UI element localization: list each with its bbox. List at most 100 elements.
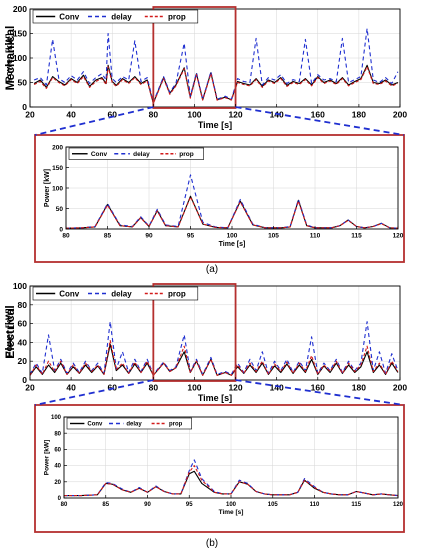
legend-label-prop: prop [168,12,186,21]
legend-label-delay: delay [111,289,132,298]
x-axis-label: Time [s] [219,509,244,516]
zoom-connector-left [34,379,154,406]
x-tick-label: 105 [268,502,279,508]
y-tick-label: 150 [13,28,27,38]
x-tick-label: 80 [149,110,159,120]
x-tick-label: 100 [226,502,237,508]
legend-label-prop: prop [169,422,183,428]
x-tick-label: 60 [107,383,117,393]
y-tick-label: 100 [52,185,63,192]
x-tick-label: 110 [310,502,320,508]
y-tick-label: 0 [22,102,27,112]
legend-label-prop: prop [168,289,186,298]
y-tick-label: 150 [52,165,63,172]
y-tick-label: 40 [18,337,28,347]
x-tick-label: 20 [25,110,35,120]
y-tick-label: 80 [18,300,28,310]
series-line-delay [29,321,399,375]
y-tick-label: 200 [52,144,63,151]
y-axis-label: Power [kW] [44,169,51,207]
x-tick-label: 100 [187,383,201,393]
y-tick-label: 0 [22,375,27,385]
x-tick-label: 80 [149,383,159,393]
legend-label-delay: delay [126,422,142,428]
zoom-highlight [152,283,237,382]
caption-b: (b) [206,538,218,549]
y-axis-label: Power [kW] [4,308,14,357]
y-tick-label: 100 [51,415,62,421]
x-tick-label: 85 [104,233,112,240]
legend-label-conv: Conv [91,151,108,158]
legend-label-delay: delay [133,151,150,158]
x-tick-label: 160 [311,110,325,120]
x-tick-label: 115 [351,502,361,508]
charts-layer: 20406080100120140160180200050100150200Ti… [4,4,407,533]
zoom-connector-left [34,106,154,136]
zoom-connector-right [235,106,405,136]
chart-panel-1: 80 85 90 95 100 105 110 115 120 0 50 100 150 200 Time … [34,134,405,263]
legend: Conv delay prop [32,286,199,301]
series-line-prop [29,339,399,376]
series-line-prop [64,465,399,497]
x-tick-label: 120 [393,502,404,508]
series-line-prop [65,196,399,229]
x-tick-label: 90 [145,233,153,240]
zoom-connector-right [235,379,405,406]
x-tick-label: 60 [107,110,117,120]
y-tick-label: 100 [13,281,27,291]
x-tick-label: 160 [311,383,325,393]
series-line-prop [33,66,399,105]
legend-label-delay: delay [111,12,132,21]
x-tick-label: 180 [352,110,366,120]
y-tick-label: 200 [13,4,27,14]
y-tick-label: 0 [58,496,62,502]
x-axis-label: Time [s] [198,120,232,130]
x-tick-label: 95 [187,233,195,240]
plot-frame [29,285,401,381]
x-tick-label: 200 [393,110,407,120]
y-tick-label: 20 [18,356,28,366]
x-axis-label: Time [s] [198,393,232,403]
x-tick-label: 115 [351,233,362,240]
x-tick-label: 80 [61,502,68,508]
y-tick-label: 50 [56,206,64,213]
chart-panel-0: 20406080100120140160180200050100150200Ti… [4,4,407,130]
y-tick-label: 40 [54,464,61,470]
x-tick-label: 180 [352,383,366,393]
y-tick-label: 20 [54,480,61,486]
y-tick-label: 60 [18,319,28,329]
legend: Conv delay prop [68,147,204,160]
x-tick-label: 100 [187,110,201,120]
x-tick-label: 100 [227,233,238,240]
legend: Conv delay prop [32,9,199,24]
y-tick-label: 100 [13,53,27,63]
x-tick-label: 110 [310,233,321,240]
x-tick-label: 200 [393,383,407,393]
x-tick-label: 120 [393,233,404,240]
zoom-highlight [152,6,237,109]
y-tick-label: 0 [59,226,63,233]
x-tick-label: 85 [102,502,109,508]
y-tick-label: 60 [54,448,61,454]
legend-box [32,286,199,301]
y-axis-label: Power [kW] [43,440,50,475]
legend-label-conv: Conv [59,289,80,298]
x-tick-label: 140 [270,383,284,393]
x-axis-label: Time [s] [219,241,246,248]
legend-label-conv: Conv [59,12,80,21]
chart-panel-2: 20 40 60 80 100 120 140 160 180 200020406080100Ti… [4,281,407,403]
legend-box [66,417,192,430]
x-tick-label: 90 [144,502,151,508]
x-tick-label: 120 [228,110,242,120]
x-tick-label: 20 [25,383,35,393]
legend-label-prop: prop [179,151,193,158]
x-tick-label: 80 [62,233,70,240]
electrical-group-label: Electrical [3,305,17,358]
mechanical-group-label: Mechanical [3,26,17,91]
group-labels: Mechanical Electrical [3,26,17,359]
series-line-delay [33,28,399,103]
caption-a: (a) [206,264,218,275]
legend-box [68,147,204,160]
